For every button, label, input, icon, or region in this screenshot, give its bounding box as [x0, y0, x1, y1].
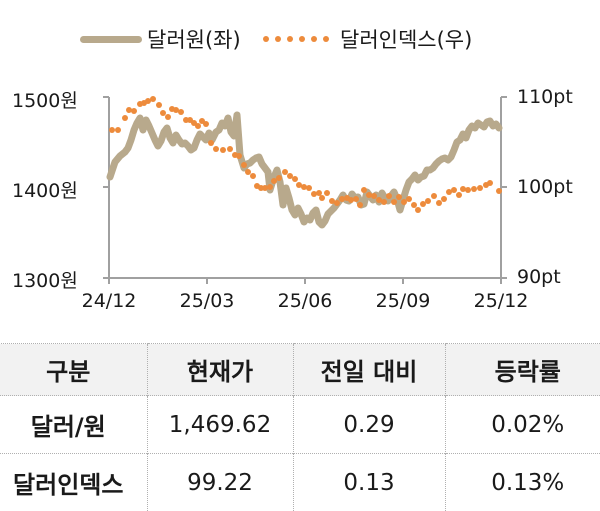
y-left-tick-1300: 1300원	[12, 266, 78, 293]
axes	[103, 97, 507, 284]
change: 0.13	[293, 454, 445, 511]
table-row: 달러인덱스 99.22 0.13 0.13%	[0, 454, 600, 511]
fx-chart	[0, 60, 600, 290]
row-label: 달러/원	[0, 396, 147, 454]
current-price: 99.22	[147, 454, 293, 511]
legend-usdkrw-label: 달러원(좌)	[147, 24, 241, 54]
row-label: 달러인덱스	[0, 454, 147, 511]
y-left-tick-1500: 1500원	[12, 86, 78, 113]
current-price: 1,469.62	[147, 396, 293, 454]
y-right-tick-110: 110pt	[517, 86, 573, 108]
fx-quote-table: 구분 현재가 전일 대비 등락률 달러/원 1,469.62 0.29 0.02…	[0, 343, 600, 511]
legend-dxy-label: 달러인덱스(우)	[340, 24, 472, 54]
y-left-tick-1400: 1400원	[12, 176, 78, 203]
x-tick-2506: 25/06	[265, 290, 345, 312]
dxy-dots	[109, 96, 502, 213]
header-change-rate: 등락률	[445, 344, 600, 396]
y-right-tick-100: 100pt	[517, 176, 573, 198]
x-tick-2509: 25/09	[363, 290, 443, 312]
table-header-row: 구분 현재가 전일 대비 등락률	[0, 344, 600, 396]
header-category: 구분	[0, 344, 147, 396]
header-current-price: 현재가	[147, 344, 293, 396]
header-change: 전일 대비	[293, 344, 445, 396]
legend-dxy-swatch	[263, 36, 329, 43]
usdkrw-line	[110, 115, 499, 225]
y-right-tick-90: 90pt	[517, 266, 561, 288]
x-tick-2412: 24/12	[69, 290, 149, 312]
x-tick-2512: 25/12	[461, 290, 541, 312]
change: 0.29	[293, 396, 445, 454]
change-rate: 0.02%	[445, 396, 600, 454]
chart-legend: 달러원(좌) 달러인덱스(우)	[0, 22, 600, 54]
table-row: 달러/원 1,469.62 0.29 0.02%	[0, 396, 600, 454]
legend-usdkrw-swatch	[80, 36, 142, 43]
change-rate: 0.13%	[445, 454, 600, 511]
x-tick-2503: 25/03	[167, 290, 247, 312]
